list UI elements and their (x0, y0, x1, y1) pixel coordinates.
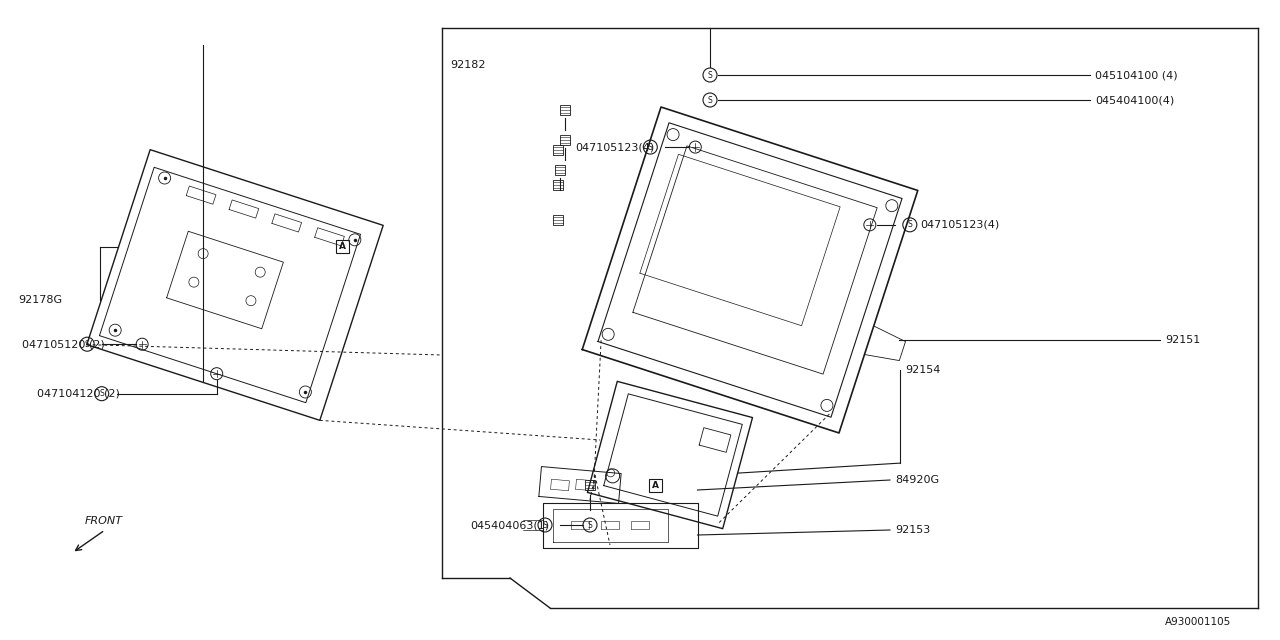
Text: S: S (84, 340, 90, 349)
Text: 92182: 92182 (451, 60, 485, 70)
Text: S: S (543, 520, 548, 529)
Text: S: S (100, 389, 104, 398)
Bar (561, 135, 570, 145)
Text: 92178G: 92178G (18, 295, 63, 305)
Bar (553, 180, 563, 190)
Text: 84920G: 84920G (895, 475, 940, 485)
Text: 047105123(4): 047105123(4) (920, 220, 1000, 230)
Text: A930001105: A930001105 (1165, 617, 1231, 627)
Text: 92154: 92154 (905, 365, 941, 375)
Text: A: A (339, 242, 346, 251)
Bar (556, 165, 564, 175)
Text: 047105120 (2): 047105120 (2) (22, 339, 105, 349)
Text: 047104120 (2): 047104120 (2) (37, 388, 119, 399)
Text: 92153: 92153 (895, 525, 931, 535)
Bar (553, 145, 563, 155)
Text: 047105123(4): 047105123(4) (575, 142, 654, 152)
Text: S: S (908, 220, 913, 229)
Text: 045104100 (4): 045104100 (4) (1094, 70, 1178, 80)
Text: FRONT: FRONT (84, 516, 123, 526)
Text: S: S (708, 70, 713, 79)
Text: S: S (588, 520, 593, 529)
Bar (553, 215, 563, 225)
Text: S: S (648, 143, 653, 152)
Text: 92151: 92151 (1165, 335, 1201, 345)
Bar (649, 479, 662, 492)
Bar (335, 240, 348, 253)
Text: 045404100(4): 045404100(4) (1094, 95, 1174, 105)
Bar (585, 480, 595, 490)
Bar (561, 105, 570, 115)
Text: S: S (708, 95, 713, 104)
Text: 045404063(1): 045404063(1) (470, 520, 549, 530)
Text: A: A (652, 481, 658, 490)
